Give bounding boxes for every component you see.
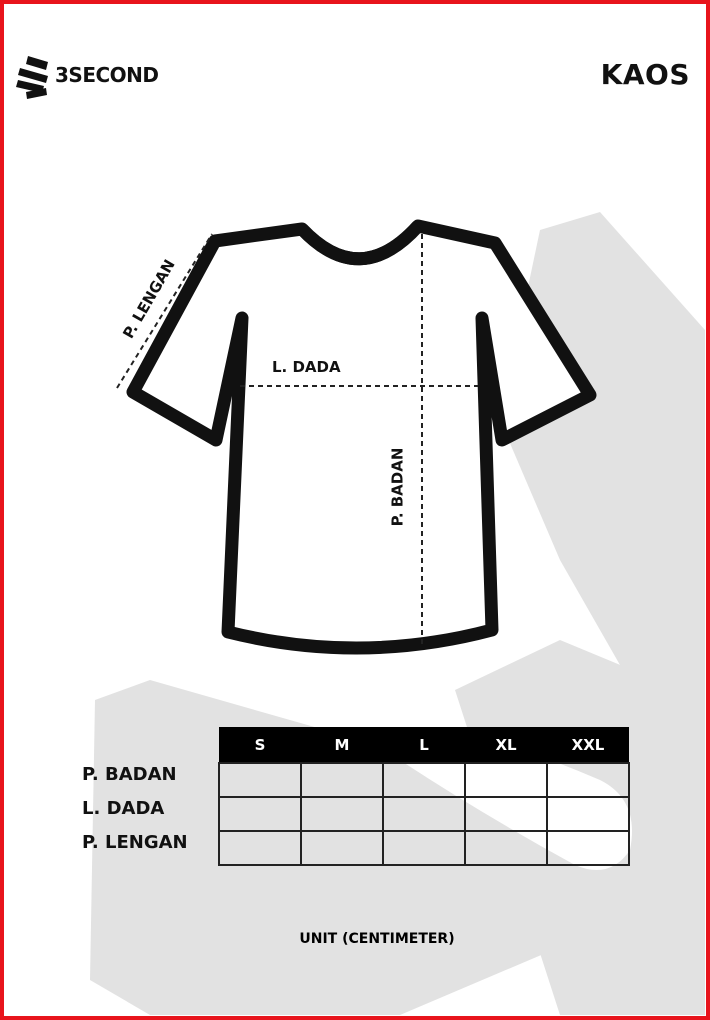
sleeve-measure-line [116, 233, 213, 389]
cell [300, 830, 384, 866]
row-label: L. DADA [82, 798, 165, 819]
cell [382, 830, 466, 866]
size-col: XXL [547, 727, 629, 763]
row-label: P. LENGAN [82, 832, 188, 853]
row-label: P. BADAN [82, 764, 177, 785]
brand-name: 3SECOND [55, 63, 159, 87]
cell [382, 796, 466, 832]
table-row [218, 830, 630, 866]
unit-note: UNIT (CENTIMETER) [299, 931, 455, 947]
size-header-row: S M L XL XXL [219, 727, 629, 763]
size-col: L [383, 727, 465, 763]
chest-label: L. DADA [272, 358, 341, 376]
cell [546, 796, 630, 832]
tshirt-outline [126, 219, 597, 655]
size-col: M [301, 727, 383, 763]
page-title: KAOS [600, 58, 690, 91]
cell [382, 762, 466, 798]
cell [546, 762, 630, 798]
cell [218, 830, 302, 866]
size-col: S [219, 727, 301, 763]
size-table: S M L XL XXL [218, 727, 630, 866]
cell [300, 762, 384, 798]
body-length-label: P. BADAN [388, 447, 407, 527]
cell [464, 830, 548, 866]
size-col: XL [465, 727, 547, 763]
cell [218, 762, 302, 798]
cell [546, 830, 630, 866]
cell [218, 796, 302, 832]
cell [464, 796, 548, 832]
table-row [218, 796, 630, 832]
cell [300, 796, 384, 832]
cell [464, 762, 548, 798]
table-row [218, 762, 630, 798]
